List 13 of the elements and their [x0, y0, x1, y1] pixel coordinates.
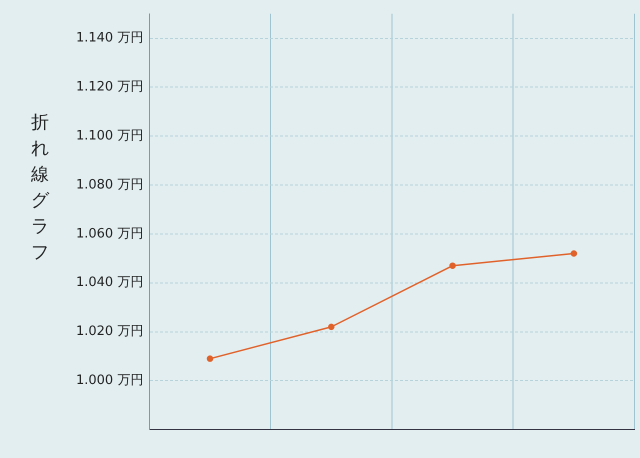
- y-axis-title: 折れ線グラフ: [30, 111, 50, 265]
- y-tick-label: 1.000 万円: [76, 373, 144, 388]
- y-tick-label: 1.100 万円: [76, 128, 144, 144]
- point: [206, 355, 214, 362]
- point: [449, 262, 456, 269]
- point: [328, 324, 335, 330]
- y-tick-label: 1.060 万円: [76, 226, 144, 242]
- point: [570, 250, 578, 257]
- y-tick-label: 1.140 万円: [76, 30, 144, 46]
- y-tick-label: 1.080 万円: [76, 177, 144, 192]
- y-tick-label: 1.120 万円: [76, 80, 144, 95]
- y-tick-label: 1.040 万円: [76, 275, 144, 290]
- y-tick-label: 1.020 万円: [76, 324, 144, 340]
